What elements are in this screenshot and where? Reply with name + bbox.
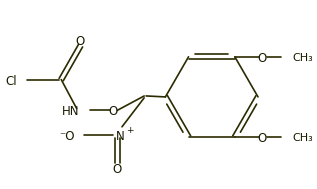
Text: CH₃: CH₃ (293, 53, 314, 63)
Text: O: O (76, 35, 85, 48)
Text: +: + (126, 126, 133, 135)
Text: HN: HN (62, 105, 80, 119)
Text: ⁻O: ⁻O (59, 129, 75, 143)
Text: O: O (257, 132, 267, 145)
Text: O: O (257, 52, 267, 65)
Text: O: O (113, 163, 122, 176)
Text: CH₃: CH₃ (293, 133, 314, 143)
Text: O: O (109, 105, 118, 119)
Text: N: N (116, 129, 125, 143)
Text: Cl: Cl (5, 74, 17, 88)
